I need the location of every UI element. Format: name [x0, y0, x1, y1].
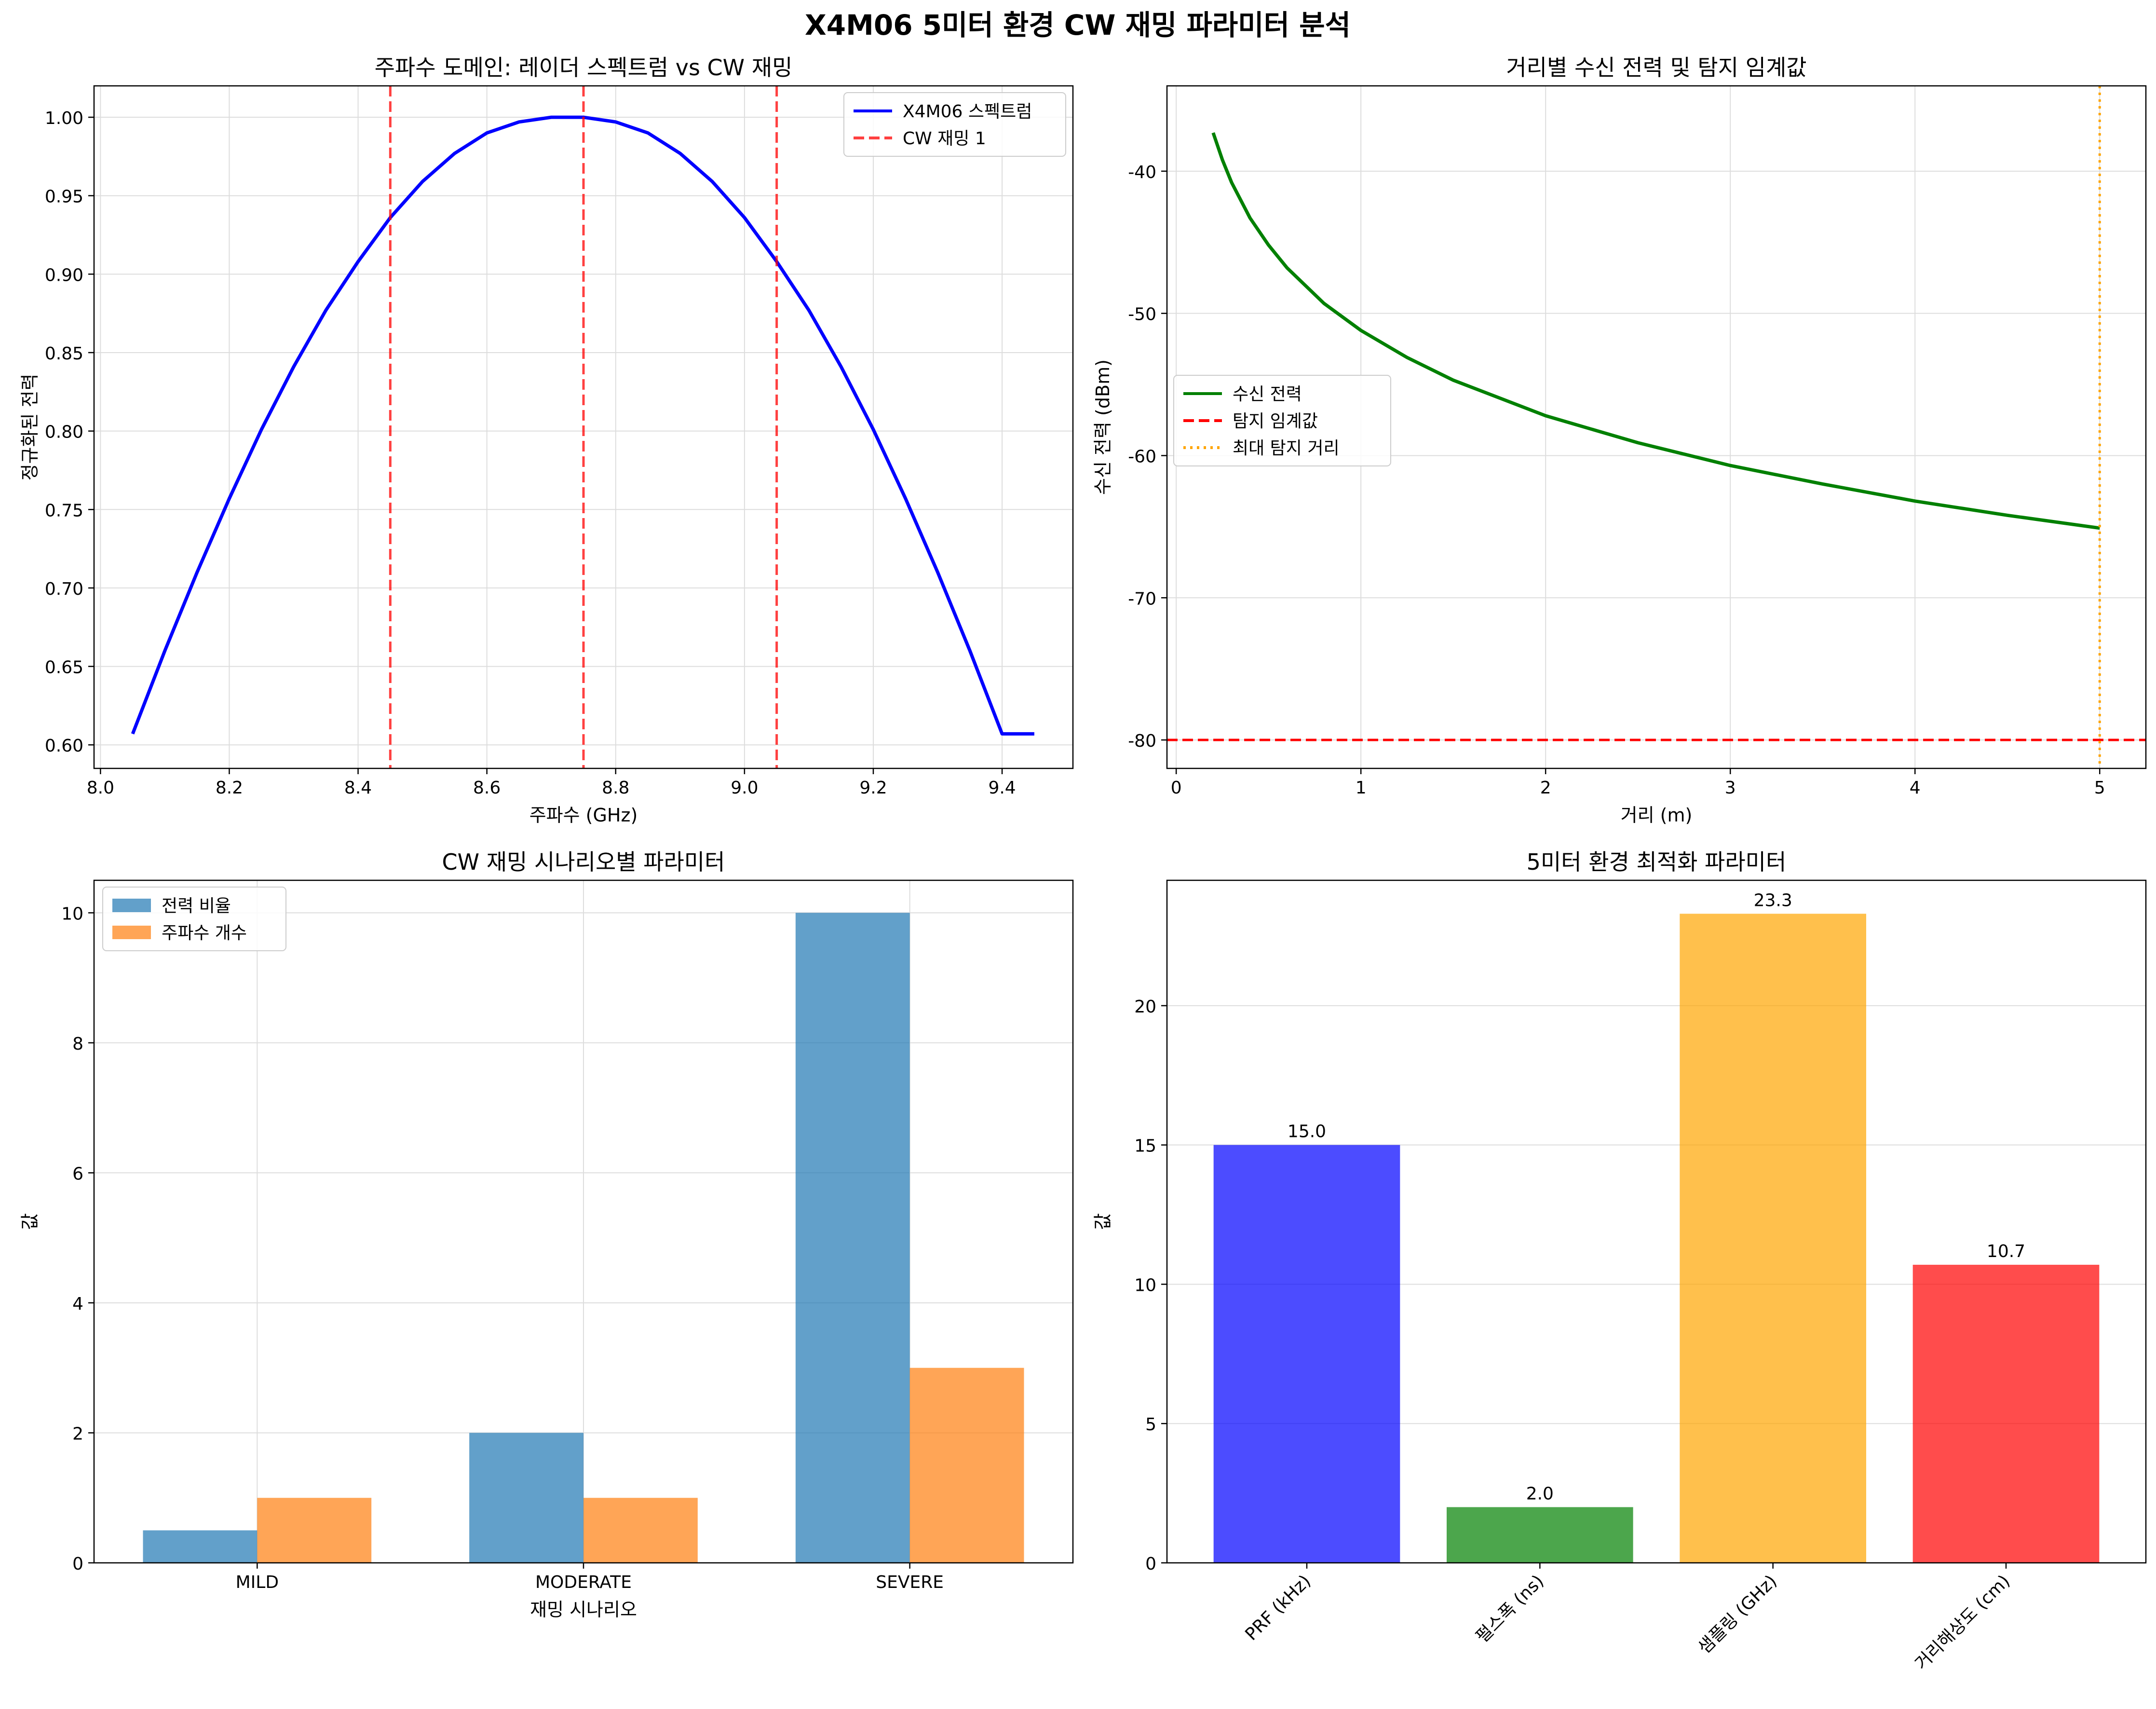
spectrum-chart: 0.60 0.65 0.70 0.75 0.80 0.85 0.90 0.95 1.00 8.0 8… — [19, 55, 1074, 826]
x-tick-label: MODERATE — [535, 1572, 632, 1592]
y-tick-label: -50 — [1128, 305, 1156, 325]
y-tick-label: 2 — [72, 1424, 83, 1444]
legend-label: X4M06 스펙트럼 — [903, 102, 1032, 122]
y-tick-label: 10 — [1134, 1275, 1156, 1295]
y-axis-label: 값 — [1092, 1213, 1113, 1230]
sampling-bar — [1680, 914, 1866, 1563]
x-tick-label: 1 — [1356, 778, 1367, 798]
x-axis-label: 재밍 시나리오 — [530, 1599, 637, 1620]
bar-data-label: 2.0 — [1526, 1484, 1554, 1504]
range-resolution-bar — [1912, 1265, 2100, 1563]
axes-frame — [93, 85, 1074, 769]
y-tick-label: 0.95 — [45, 187, 83, 207]
y-tick-label: 5 — [1145, 1415, 1156, 1435]
pulse-width-bar — [1447, 1507, 1633, 1563]
legend-swatch — [112, 899, 151, 912]
legend-label: 주파수 개수 — [162, 923, 247, 943]
legend-box — [843, 92, 1066, 157]
x-tick-label: 5 — [2094, 778, 2105, 798]
chart-title: 주파수 도메인: 레이더 스펙트럼 vs CW 재밍 — [375, 55, 793, 81]
x-tick-label: 8.6 — [473, 778, 501, 798]
y-tick-label: 0.65 — [45, 658, 83, 678]
chart-title: 5미터 환경 최적화 파라미터 — [1527, 849, 1787, 875]
frequency-count-bar — [583, 1498, 698, 1563]
y-tick-label: 0.70 — [45, 579, 83, 599]
y-tick-label: 0.80 — [45, 423, 83, 442]
y-tick-label: 0.85 — [45, 344, 83, 364]
axes-frame — [1166, 85, 2147, 769]
legend-swatch — [112, 926, 151, 939]
x-tick-label: 8.8 — [602, 778, 629, 798]
x-tick-label: 0 — [1171, 778, 1182, 798]
power-ratio-bar — [795, 913, 910, 1563]
frequency-count-bar — [909, 1367, 1024, 1563]
power-ratio-bar — [469, 1433, 583, 1563]
x-tick-label: 9.2 — [859, 778, 887, 798]
y-tick-label: 0.75 — [45, 501, 83, 520]
y-tick-label: -80 — [1128, 731, 1156, 751]
y-tick-label: 10 — [61, 904, 83, 924]
x-axis-label: 주파수 (GHz) — [529, 805, 638, 826]
y-tick-label: 0.60 — [45, 736, 83, 756]
distance-chart: -80 -70 -60 -50 -40 0 1 2 3 4 5 거리별 수신 전력 및 탐지 임계값거… — [1092, 55, 2147, 826]
y-tick-label: -40 — [1128, 163, 1156, 182]
x-tick-label: 8.4 — [344, 778, 372, 798]
axes-frame — [93, 879, 1074, 1564]
chart-title: CW 재밍 시나리오별 파라미터 — [442, 849, 725, 875]
y-tick-label: 20 — [1134, 997, 1156, 1017]
x-tick-label: 9.0 — [731, 778, 758, 798]
bar-data-label: 10.7 — [1987, 1242, 2025, 1261]
x-tick-label: 8.2 — [216, 778, 243, 798]
x-tick-label: MILD — [236, 1572, 279, 1592]
y-tick-label: 4 — [72, 1294, 83, 1314]
x-tick-label: 3 — [1725, 778, 1736, 798]
y-tick-label: 8 — [72, 1034, 83, 1054]
x-tick-label: 8.0 — [87, 778, 114, 798]
y-axis-label: 수신 전력 (dBm) — [1092, 359, 1113, 495]
legend-label: CW 재밍 1 — [903, 129, 986, 149]
power-ratio-bar — [143, 1530, 258, 1563]
prf-bar — [1213, 1145, 1400, 1563]
y-tick-label: 0.90 — [45, 265, 83, 285]
y-tick-label: -60 — [1128, 447, 1156, 466]
x-tick-label: 2 — [1540, 778, 1551, 798]
y-tick-label: 15 — [1134, 1136, 1156, 1156]
y-tick-label: 6 — [72, 1164, 83, 1184]
legend-label: 전력 비율 — [162, 896, 231, 916]
legend-label: 최대 탐지 거리 — [1233, 438, 1340, 458]
y-tick-label: 1.00 — [45, 109, 83, 128]
y-tick-label: 0 — [1145, 1554, 1156, 1574]
y-axis-label: 값 — [19, 1213, 41, 1230]
bar-data-label: 23.3 — [1754, 890, 1792, 910]
y-tick-label: 0 — [72, 1554, 83, 1574]
chart-title: 거리별 수신 전력 및 탐지 임계값 — [1506, 55, 1806, 81]
figure-suptitle: X4M06 5미터 환경 CW 재밍 파라미터 분석 — [805, 9, 1351, 41]
x-tick-label: SEVERE — [876, 1572, 944, 1592]
legend-label: 탐지 임계값 — [1233, 411, 1318, 431]
y-axis-label: 정규화된 전력 — [19, 374, 41, 481]
y-tick-label: -70 — [1128, 589, 1156, 609]
scenario-bar-chart: 0 2 4 6 8 10 MILD MODERATE SEVERE CW 재밍 시나리오별 파라미… — [19, 849, 1074, 1620]
received-power-line — [1211, 132, 2100, 530]
axes-frame — [1166, 879, 2147, 1564]
x-tick-label: 9.4 — [988, 778, 1016, 798]
x-axis-label: 거리 (m) — [1621, 805, 1693, 826]
legend-box — [1173, 375, 1391, 466]
bar-data-label: 15.0 — [1288, 1122, 1326, 1142]
x-tick-label: 4 — [1910, 778, 1921, 798]
legend-label: 수신 전력 — [1233, 384, 1302, 404]
frequency-count-bar — [257, 1498, 372, 1563]
